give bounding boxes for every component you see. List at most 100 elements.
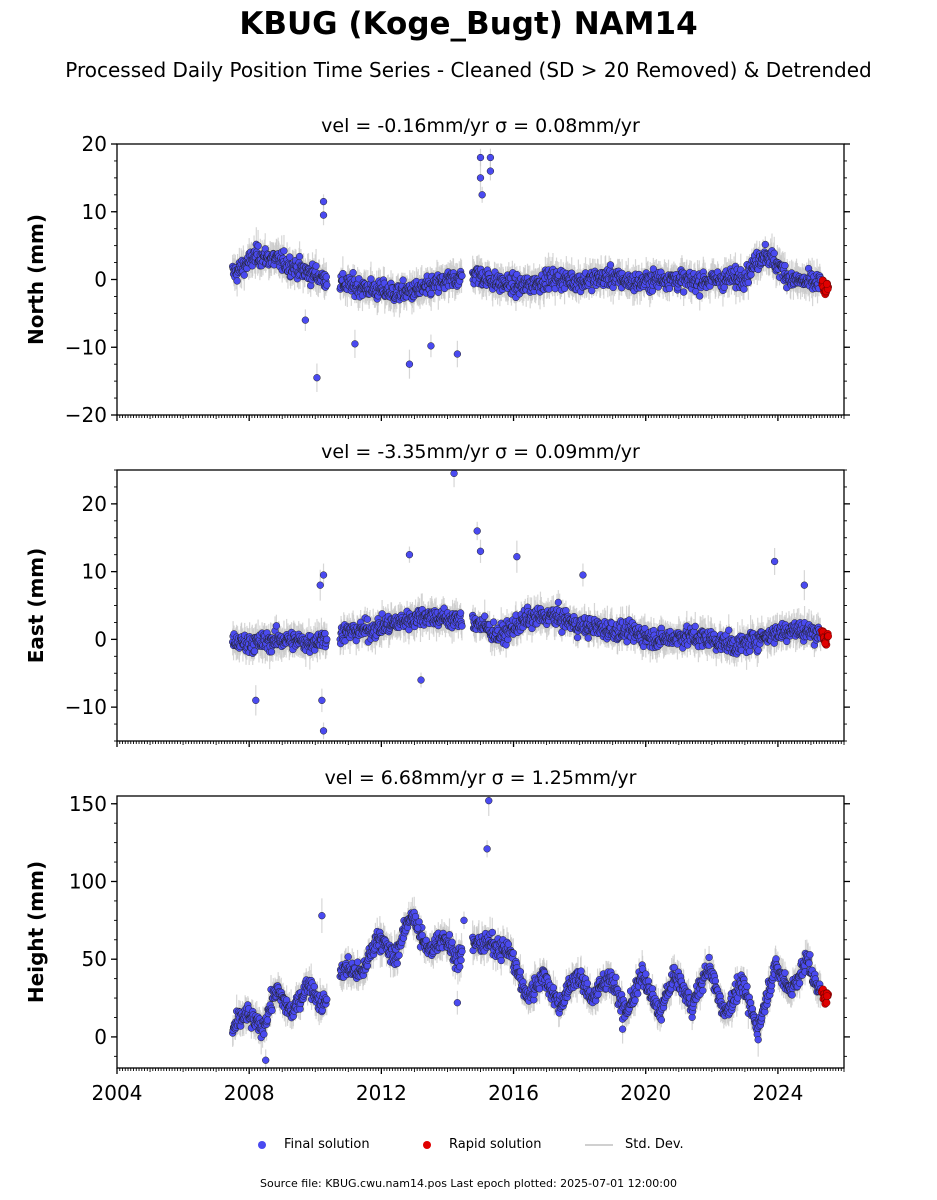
- north-x-ticks: [116, 415, 845, 421]
- final-point: [272, 622, 281, 630]
- legend-std-label: Std. Dev.: [625, 1137, 684, 1152]
- final-point: [378, 610, 386, 618]
- final-point: [680, 288, 688, 296]
- y-tick-label: 0: [94, 627, 107, 651]
- final-point: [796, 979, 804, 987]
- panel-east: −10 0 10 20 vel = -3.35mm/yr σ = 0.09mm/yr Ea…: [24, 441, 850, 747]
- final-point: [573, 633, 582, 642]
- east-data: [229, 470, 832, 740]
- final-point: [606, 261, 615, 269]
- north-rapid-points: [818, 276, 832, 299]
- final-point: [476, 153, 485, 162]
- final-point: [319, 211, 328, 219]
- final-point: [313, 374, 321, 382]
- final-point: [405, 360, 414, 368]
- final-point: [427, 342, 435, 350]
- final-point: [453, 350, 462, 358]
- y-tick-label: −10: [65, 695, 107, 719]
- x-tick-label: 2020: [620, 1081, 671, 1105]
- final-point: [457, 956, 465, 964]
- legend-rapid-marker: [423, 1140, 431, 1149]
- final-point: [612, 973, 620, 982]
- final-point: [263, 1016, 272, 1024]
- final-point: [665, 284, 674, 293]
- final-point: [267, 648, 276, 656]
- legend-rapid: Rapid solution: [423, 1137, 541, 1152]
- final-point: [262, 1056, 270, 1064]
- final-point: [318, 696, 326, 704]
- final-point: [481, 612, 489, 620]
- page-subtitle: Processed Daily Position Time Series - C…: [65, 58, 872, 82]
- y-tick-label: 20: [82, 132, 107, 156]
- final-point: [319, 727, 328, 735]
- final-point: [349, 269, 357, 277]
- source-footer: Source file: KBUG.cwu.nam14.pos Last epo…: [259, 1177, 678, 1190]
- x-tick-label: 2004: [92, 1081, 143, 1105]
- final-point: [754, 646, 762, 654]
- rapid-point: [822, 280, 831, 288]
- final-point: [405, 551, 414, 559]
- final-point: [509, 949, 517, 957]
- final-point: [393, 959, 401, 968]
- final-point: [450, 470, 458, 478]
- final-point: [781, 261, 789, 270]
- final-point: [748, 1005, 757, 1013]
- rapid-point: [823, 992, 831, 1000]
- height-panel-title: vel = 6.68mm/yr σ = 1.25mm/yr: [325, 767, 637, 789]
- final-point: [456, 609, 465, 617]
- height-rapid-points: [818, 985, 832, 1008]
- final-point: [513, 553, 521, 561]
- final-point: [318, 912, 326, 920]
- final-point: [588, 287, 596, 295]
- final-point: [476, 547, 485, 555]
- final-point: [307, 281, 315, 290]
- final-point: [367, 275, 375, 283]
- final-point: [554, 598, 562, 607]
- height-y-axis: 0 50 100 150: [69, 792, 850, 1057]
- east-panel-title: vel = -3.35mm/yr σ = 0.09mm/yr: [321, 441, 640, 463]
- x-tick-label: 2016: [488, 1081, 539, 1105]
- height-y-axis-label: Height (mm): [24, 861, 48, 1003]
- final-point: [504, 940, 513, 948]
- final-point: [319, 571, 328, 579]
- final-point: [476, 174, 485, 182]
- final-point: [252, 696, 260, 704]
- final-point: [319, 197, 328, 206]
- final-point: [301, 316, 310, 324]
- legend-final-label: Final solution: [284, 1137, 370, 1152]
- final-point: [740, 285, 748, 293]
- final-point: [286, 253, 294, 261]
- final-point: [483, 845, 491, 853]
- final-point: [805, 959, 813, 967]
- final-point: [485, 797, 493, 805]
- final-point: [670, 963, 678, 972]
- height-std-dev-bars: [232, 796, 822, 1068]
- y-tick-label: 10: [82, 560, 107, 584]
- final-point: [395, 951, 403, 959]
- final-point: [746, 999, 755, 1007]
- final-point: [770, 557, 779, 566]
- final-point: [473, 527, 481, 535]
- y-tick-label: 50: [82, 947, 107, 971]
- final-point: [453, 999, 462, 1007]
- final-point: [322, 273, 330, 281]
- final-point: [312, 262, 320, 270]
- final-point: [268, 1006, 276, 1015]
- final-point: [691, 622, 699, 630]
- final-point: [618, 1025, 627, 1033]
- final-point: [353, 958, 362, 966]
- east-frame: [116, 469, 845, 742]
- final-point: [699, 986, 707, 995]
- y-tick-label: 0: [94, 1025, 107, 1049]
- final-point: [280, 247, 288, 255]
- final-point: [448, 938, 456, 946]
- final-point: [399, 276, 407, 284]
- final-point: [486, 153, 495, 162]
- final-point: [363, 615, 372, 623]
- final-point: [549, 983, 558, 992]
- final-point: [486, 167, 495, 175]
- final-point: [427, 289, 435, 298]
- north-final-points: [229, 153, 825, 382]
- final-point: [417, 676, 425, 684]
- final-point: [800, 581, 808, 589]
